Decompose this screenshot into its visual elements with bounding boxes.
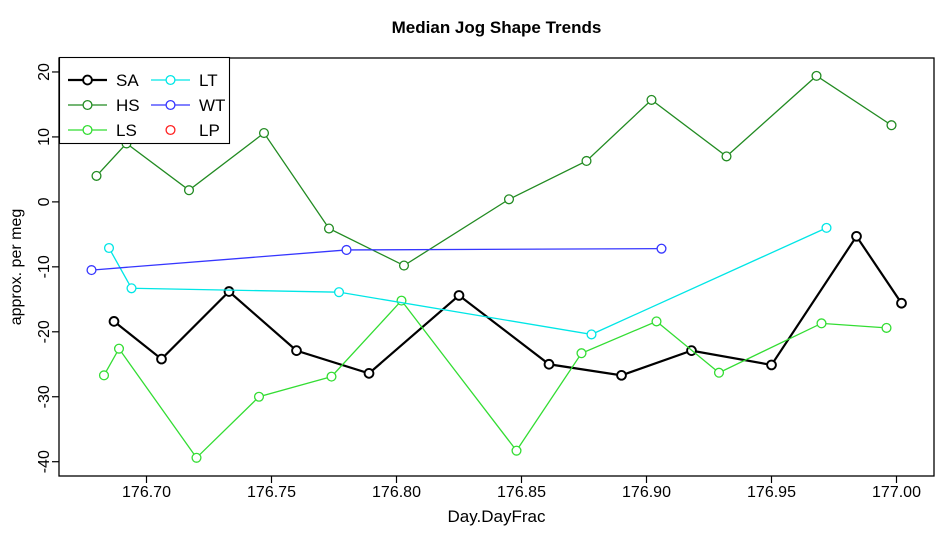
data-point-marker-LT xyxy=(103,242,115,254)
data-point-marker-HS xyxy=(91,170,102,181)
legend-marker-WT xyxy=(165,99,176,111)
data-point-marker-SA xyxy=(616,369,627,381)
series-WT xyxy=(86,243,667,276)
data-point-marker-LS xyxy=(576,348,587,359)
y-tick-label: -30 xyxy=(36,385,53,408)
data-point-marker-LS xyxy=(511,445,522,456)
legend-item-HS: HS xyxy=(68,96,140,115)
x-axis-label: Day.DayFrac xyxy=(447,507,546,526)
data-point-marker-HS xyxy=(503,194,515,205)
data-point-marker-LT xyxy=(126,283,137,294)
data-point-marker-HS xyxy=(646,94,657,105)
legend-item-WT: WT xyxy=(151,96,225,115)
legend-item-LP: LP xyxy=(165,121,220,140)
legend-marker-HS xyxy=(82,99,93,111)
data-point-marker-HS xyxy=(183,185,195,196)
data-point-marker-SA xyxy=(291,345,302,356)
data-point-marker-LS xyxy=(98,370,110,381)
data-point-marker-LT xyxy=(586,329,597,340)
y-tick-label: 20 xyxy=(36,63,53,81)
data-point-marker-SA xyxy=(851,230,862,242)
y-axis-label: approx. per meg xyxy=(8,208,25,326)
legend-item-SA: SA xyxy=(68,71,139,90)
series-line-SA xyxy=(113,234,903,377)
data-point-marker-LS xyxy=(651,316,662,327)
x-tick-label: 176.95 xyxy=(747,484,796,501)
data-point-marker-HS xyxy=(721,151,732,162)
data-point-marker-SA xyxy=(896,297,907,309)
legend-label-HS: HS xyxy=(116,96,140,115)
data-point-marker-HS xyxy=(581,155,592,167)
data-point-marker-LS xyxy=(191,452,202,463)
series-line-HS xyxy=(96,75,892,267)
data-point-marker-SA xyxy=(363,368,375,379)
x-tick-label: 176.75 xyxy=(247,484,296,501)
data-point-marker-LT xyxy=(333,287,345,298)
legend-label-LP: LP xyxy=(199,121,220,140)
data-point-marker-WT xyxy=(656,243,667,254)
data-point-marker-LS xyxy=(713,367,725,378)
series-LT xyxy=(103,222,832,340)
data-point-marker-SA xyxy=(156,353,167,365)
data-point-marker-LS xyxy=(113,343,125,354)
data-point-marker-HS xyxy=(258,127,270,139)
legend-marker-LT xyxy=(165,74,176,86)
data-point-marker-HS xyxy=(323,223,335,234)
data-point-marker-WT xyxy=(341,244,352,255)
legend-marker-SA xyxy=(82,74,93,86)
data-point-marker-HS xyxy=(811,70,822,81)
series-line-LT xyxy=(108,227,827,336)
data-point-marker-LS xyxy=(253,391,265,402)
x-tick-label: 177.00 xyxy=(872,484,921,501)
x-tick-label: 176.80 xyxy=(372,484,421,501)
data-point-marker-SA xyxy=(108,316,120,327)
data-point-marker-HS xyxy=(886,120,897,131)
x-axis: 176.70 176.75 176.80 176.85 176.90 176.95 177.… xyxy=(122,476,921,501)
y-tick-label: -40 xyxy=(36,450,53,473)
series-line-LS xyxy=(103,299,887,459)
legend-item-LT: LT xyxy=(151,71,218,90)
x-tick-label: 176.70 xyxy=(122,484,171,501)
y-tick-label: -10 xyxy=(36,255,53,278)
data-point-marker-HS xyxy=(398,260,410,271)
y-axis: -40 -30 -20 -10 0 10 20 xyxy=(36,63,59,473)
y-tick-label: 0 xyxy=(36,197,53,206)
legend-marker-LS xyxy=(82,124,93,136)
legend-item-LS: LS xyxy=(68,121,137,140)
data-point-marker-LT xyxy=(821,222,832,233)
legend-label-LS: LS xyxy=(116,121,137,140)
y-tick-label: -20 xyxy=(36,320,53,343)
data-point-marker-LS xyxy=(881,322,892,333)
legend-marker-LP xyxy=(165,124,176,136)
data-point-marker-SA xyxy=(766,359,777,371)
y-tick-label: 10 xyxy=(36,128,53,146)
legend-label-SA: SA xyxy=(116,71,139,90)
legend-label-WT: WT xyxy=(199,96,225,115)
legend-label-LT: LT xyxy=(199,71,218,90)
data-point-marker-SA xyxy=(543,358,555,370)
chart-title: Median Jog Shape Trends xyxy=(391,18,602,37)
data-point-marker-SA xyxy=(453,290,465,301)
data-point-marker-LS xyxy=(326,371,337,382)
data-point-marker-LS xyxy=(816,318,827,329)
series-LS xyxy=(98,295,892,463)
data-point-marker-WT xyxy=(86,265,97,276)
legend: SA HS LS LT WT LP xyxy=(58,56,231,145)
series-SA xyxy=(108,230,907,381)
data-point-marker-SA xyxy=(223,286,235,297)
x-tick-label: 176.85 xyxy=(497,484,546,501)
x-tick-label: 176.90 xyxy=(622,484,671,501)
